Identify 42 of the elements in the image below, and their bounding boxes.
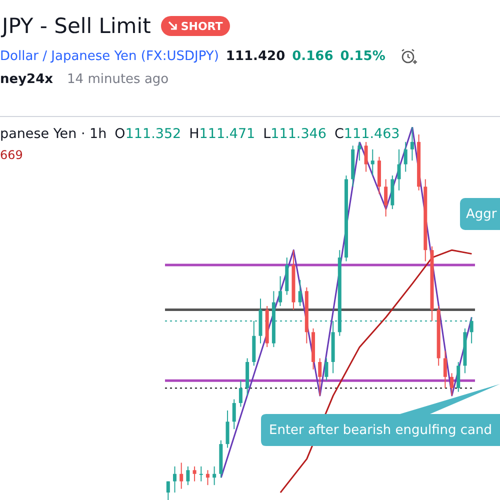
- candlestick: [397, 148, 401, 191]
- candlestick: [186, 466, 190, 486]
- candlestick: [443, 350, 447, 389]
- candlestick: [180, 462, 184, 490]
- annotation: Enter after bearish engulfing cand: [268, 422, 493, 440]
- text: 0.15%: [340, 49, 386, 64]
- candlestick: [173, 466, 177, 494]
- text: 14 minutes ago: [67, 72, 169, 87]
- candlestick: [384, 178, 388, 218]
- candlestick: [298, 279, 302, 307]
- candlestick: [232, 398, 236, 430]
- text: panese Yen · 1h: [0, 126, 107, 142]
- candlestick: [324, 358, 328, 382]
- annotation: C111.463: [334, 126, 400, 142]
- candlestick: [370, 148, 374, 176]
- candlestick: [358, 141, 362, 162]
- candlestick: [166, 480, 170, 500]
- text: ney24x: [0, 72, 54, 87]
- candlestick: [410, 127, 414, 162]
- candlestick: [278, 276, 282, 307]
- candlestick: [364, 141, 368, 172]
- candlestick: [404, 141, 408, 172]
- annotation: O111.352: [114, 126, 182, 142]
- candlestick: [318, 358, 322, 396]
- candlestick: [206, 470, 210, 486]
- candlestick: [226, 410, 230, 448]
- chart-subtitle: Dollar / Japanese Yen (FX:USDJPY): [0, 49, 219, 64]
- candlestick: [238, 380, 242, 408]
- candlestick: [456, 361, 460, 392]
- candlestick: [192, 466, 196, 482]
- candlestick: [212, 466, 216, 486]
- chart-title: JPY - Sell Limit: [2, 14, 151, 38]
- candlestick: [199, 466, 203, 482]
- text: 111.420: [226, 49, 286, 64]
- text: SHORT: [180, 20, 223, 32]
- candlestick: [470, 316, 474, 344]
- candlestick: [450, 372, 454, 396]
- annotation: H111.471: [189, 126, 256, 142]
- annotation: L111.346: [263, 126, 326, 142]
- annotation: Aggr: [460, 198, 500, 230]
- text: 669: [0, 148, 23, 162]
- text: 0.166: [292, 49, 334, 64]
